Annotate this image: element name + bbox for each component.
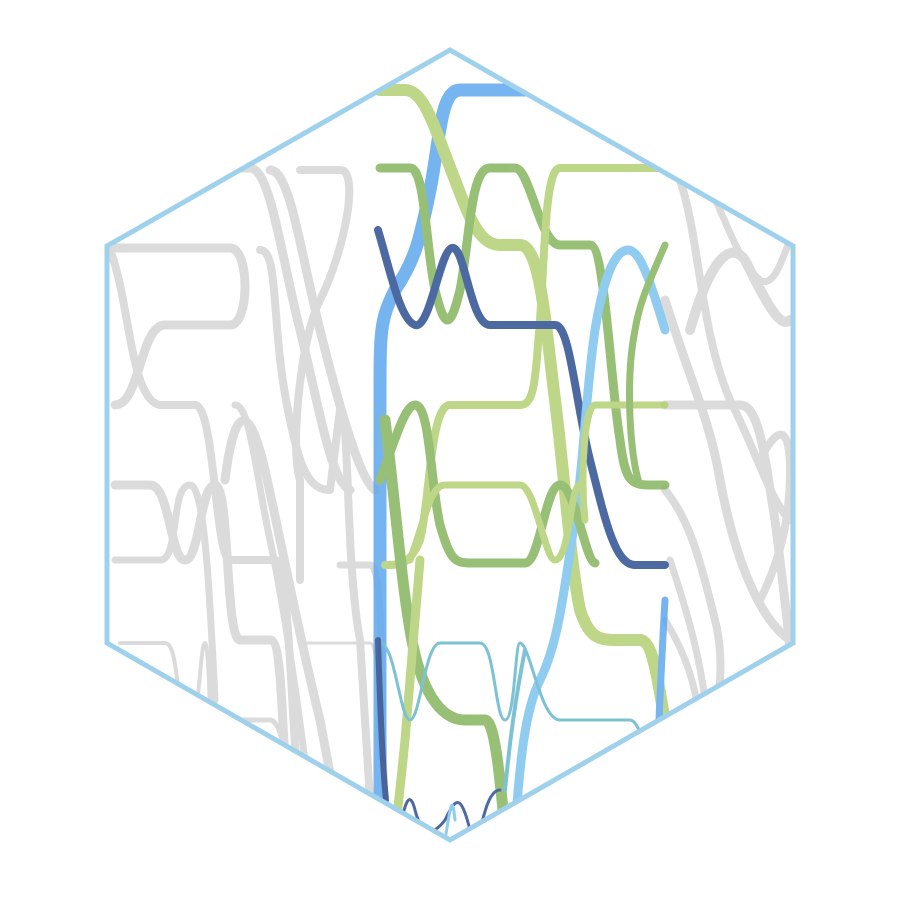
grey-strands-right	[660, 166, 793, 744]
strand-layer	[107, 83, 793, 840]
grey-strand	[111, 481, 219, 704]
green-strand	[379, 414, 511, 836]
navy-strand	[375, 637, 389, 803]
lime-strand	[406, 481, 584, 564]
green-strand	[375, 400, 600, 568]
teal-strand	[503, 648, 527, 792]
grey-strand	[107, 243, 250, 410]
hexagon-outline	[104, 47, 796, 843]
lime-strand	[390, 555, 425, 835]
grey-strand	[220, 416, 340, 805]
grey-strand	[756, 430, 793, 604]
lime-strand	[374, 84, 671, 726]
grey-strand	[660, 295, 793, 645]
teal-strand	[378, 641, 652, 792]
grey-strand	[292, 166, 354, 584]
green-strand	[626, 241, 669, 489]
grey-strands-left	[107, 163, 389, 833]
sky-strand	[443, 803, 457, 840]
grey-strand	[118, 641, 217, 822]
grey-strand	[256, 246, 374, 804]
grey-strand	[110, 480, 295, 795]
grey-strand	[676, 176, 793, 524]
grey-strand	[265, 165, 380, 495]
blue-strand	[373, 83, 532, 807]
navy-strand	[374, 226, 669, 569]
grey-strand	[666, 556, 709, 704]
colored-strands	[373, 83, 671, 840]
